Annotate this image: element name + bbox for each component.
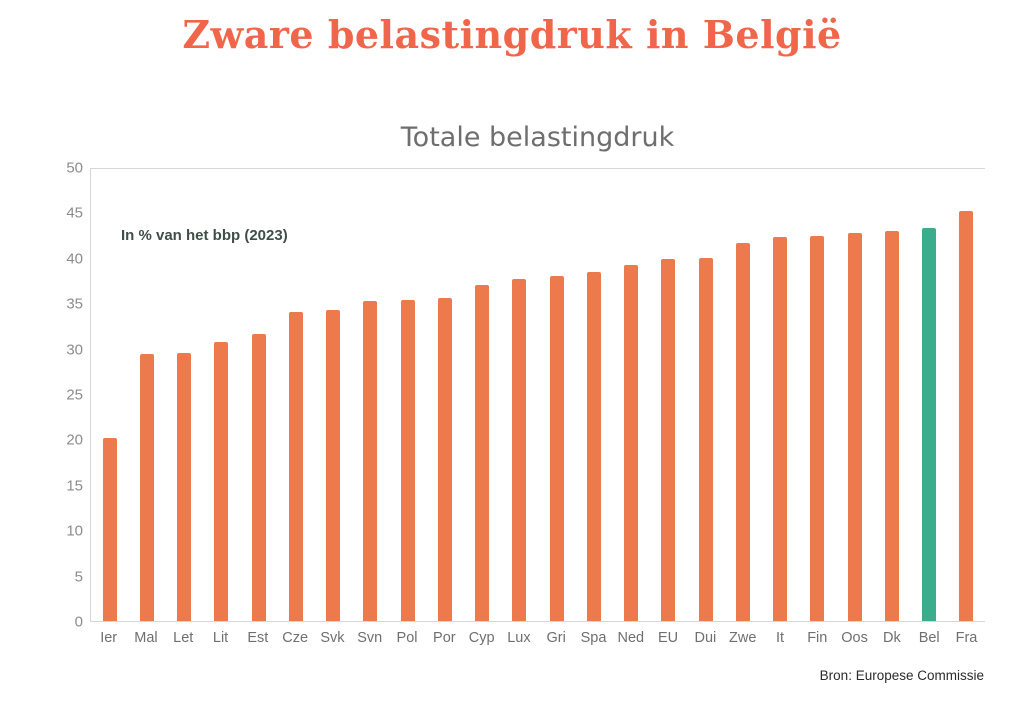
bar-slot [613, 169, 650, 621]
x-label-Zwe: Zwe [728, 630, 757, 646]
bar-Svn [363, 300, 378, 621]
bar-slot [650, 169, 687, 621]
bar-Cyp [475, 284, 490, 621]
bar-slot [873, 169, 910, 621]
x-label-Ned: Ned [617, 630, 645, 646]
x-label-Svk: Svk [320, 630, 345, 646]
y-tick-5: 5 [74, 568, 83, 586]
bar-Lux [512, 279, 527, 621]
bar-slot [464, 169, 501, 621]
y-tick-20: 20 [66, 431, 83, 449]
x-label-Spa: Spa [580, 630, 607, 646]
x-label-Ier: Ier [100, 630, 118, 646]
bar-slot [240, 169, 277, 621]
x-label-Cyp: Cyp [468, 630, 495, 646]
y-tick-25: 25 [66, 386, 83, 404]
bar-Pol [400, 300, 415, 621]
plot-area: In % van het bbp (2023) [90, 168, 985, 622]
bar-Svk [326, 310, 341, 621]
bar-slot [315, 169, 352, 621]
bar-Gri [549, 275, 564, 621]
bar-Cze [288, 311, 303, 621]
bar-Ier [102, 438, 117, 621]
y-tick-0: 0 [74, 613, 83, 631]
bar-Fra [959, 210, 974, 621]
bar-slot [762, 169, 799, 621]
bar-EU [661, 259, 676, 621]
bar-Lit [214, 341, 229, 621]
x-label-Oos: Oos [841, 630, 868, 646]
bar-slot [799, 169, 836, 621]
bar-Por [437, 298, 452, 621]
chart-subtitle: Totale belastingdruk [400, 122, 675, 153]
bar-slot [948, 169, 985, 621]
bar-slot [203, 169, 240, 621]
bar-Oos [847, 233, 862, 621]
x-label-Svn: Svn [357, 630, 383, 646]
x-label-Lit: Lit [212, 630, 229, 646]
bar-It [773, 236, 788, 621]
y-tick-45: 45 [66, 204, 83, 222]
bar-Dk [884, 231, 899, 621]
x-label-Fra: Fra [955, 630, 978, 646]
x-axis-category-labels: Ier Mal Let Lit Est Cze Svk Svn Pol Por Cyp Lux Gri S… [90, 630, 985, 646]
y-axis-tick-labels: 0 5 10 15 20 25 30 35 40 45 50 [35, 160, 83, 631]
x-label-Lux: Lux [507, 630, 531, 646]
bar-Let [177, 353, 192, 621]
y-tick-10: 10 [66, 522, 83, 540]
bar-slot [389, 169, 426, 621]
bar-slot [426, 169, 463, 621]
bar-slot [687, 169, 724, 621]
x-label-Bel: Bel [918, 630, 940, 646]
bar-Bel [922, 227, 937, 621]
bar-Fin [810, 235, 825, 621]
bar-Dui [698, 257, 713, 621]
source-credit: Bron: Europese Commissie [819, 668, 984, 683]
y-tick-15: 15 [66, 477, 83, 495]
bar-slot [352, 169, 389, 621]
x-label-Dui: Dui [694, 630, 717, 646]
y-tick-50: 50 [66, 159, 83, 177]
x-label-Por: Por [433, 630, 456, 646]
bar-Est [251, 333, 266, 621]
bar-slot [91, 169, 128, 621]
plot-bars [91, 169, 985, 621]
bar-slot [575, 169, 612, 621]
x-label-Mal: Mal [134, 630, 158, 646]
x-label-Est: Est [247, 630, 269, 646]
bar-slot [166, 169, 203, 621]
y-tick-30: 30 [66, 341, 83, 359]
bar-Zwe [735, 243, 750, 621]
x-label-Fin: Fin [807, 630, 828, 646]
x-label-Cze: Cze [282, 630, 309, 646]
y-tick-40: 40 [66, 250, 83, 268]
chart-annotation: In % van het bbp (2023) [121, 227, 288, 244]
x-label-Let: Let [173, 630, 194, 646]
bar-slot [836, 169, 873, 621]
page-title: Zware belastingdruk in België [182, 12, 842, 57]
bar-slot [911, 169, 948, 621]
bar-slot [538, 169, 575, 621]
bar-Mal [139, 354, 154, 621]
x-label-Pol: Pol [396, 630, 418, 646]
bar-slot [277, 169, 314, 621]
x-label-EU: EU [658, 630, 679, 646]
x-label-Gri: Gri [546, 630, 566, 646]
bar-slot [724, 169, 761, 621]
x-label-It: It [775, 630, 785, 646]
bar-Spa [586, 272, 601, 621]
bar-Ned [624, 264, 639, 621]
bar-slot [501, 169, 538, 621]
x-label-Dk: Dk [883, 630, 901, 646]
y-tick-35: 35 [66, 295, 83, 313]
bar-slot [128, 169, 165, 621]
